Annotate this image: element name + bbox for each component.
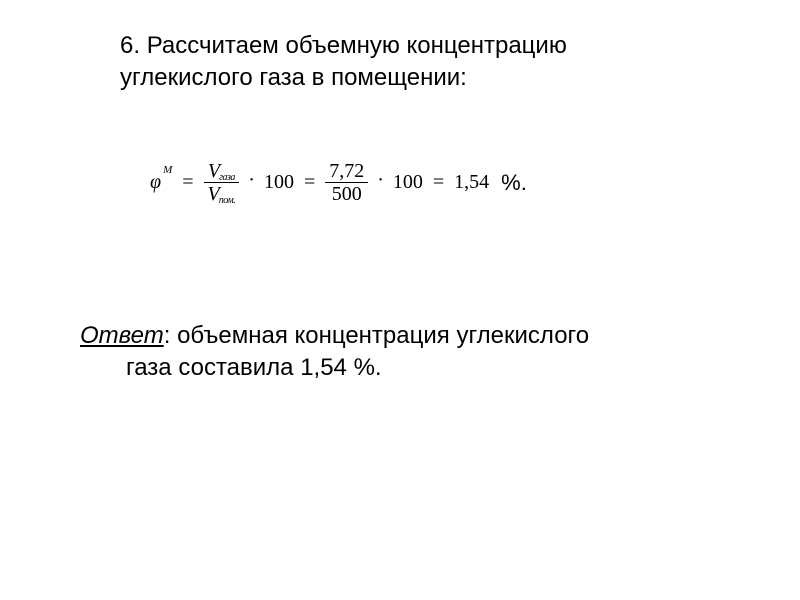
phi-superscript: М (163, 164, 172, 176)
mult-dot-2: · (374, 169, 387, 192)
const-100-2: 100 (393, 171, 423, 194)
mult-dot-1: · (245, 169, 258, 192)
formula: φ М = V газа V пом. · 100 = 7,72 500 (150, 160, 527, 205)
fraction-volumes: V газа V пом. (204, 160, 240, 205)
num-7-72: 7,72 (325, 160, 368, 183)
percent-sign: %. (501, 170, 527, 196)
phi-base: φ (150, 171, 161, 194)
result-value: 1,54 (454, 171, 489, 194)
const-100-1: 100 (264, 171, 294, 194)
answer-block: Ответ: объемная концентрация углекислого… (80, 320, 700, 385)
heading-line1: Рассчитаем объемную концентрацию (147, 32, 567, 59)
step-heading: 6. Рассчитаем объемную концентрацию угле… (120, 30, 680, 95)
v-room: V пом. (208, 184, 236, 204)
v-gas: V газа (208, 161, 235, 181)
answer-line2: газа составила 1,54 %. (80, 352, 700, 384)
answer-line1: объемная концентрация углекислого (170, 322, 589, 349)
equals-3: = (429, 171, 448, 194)
answer-label: Ответ (80, 322, 164, 349)
v-room-sub: пом. (219, 196, 236, 206)
heading-line2: углекислого газа в помещении: (120, 64, 467, 91)
step-number: 6. (120, 32, 140, 59)
equals-2: = (300, 171, 319, 194)
den-500: 500 (328, 183, 366, 205)
phi-symbol: φ М (150, 171, 172, 194)
equals-1: = (178, 171, 197, 194)
v-gas-sub: газа (219, 173, 235, 183)
fraction-numbers: 7,72 500 (325, 160, 368, 205)
